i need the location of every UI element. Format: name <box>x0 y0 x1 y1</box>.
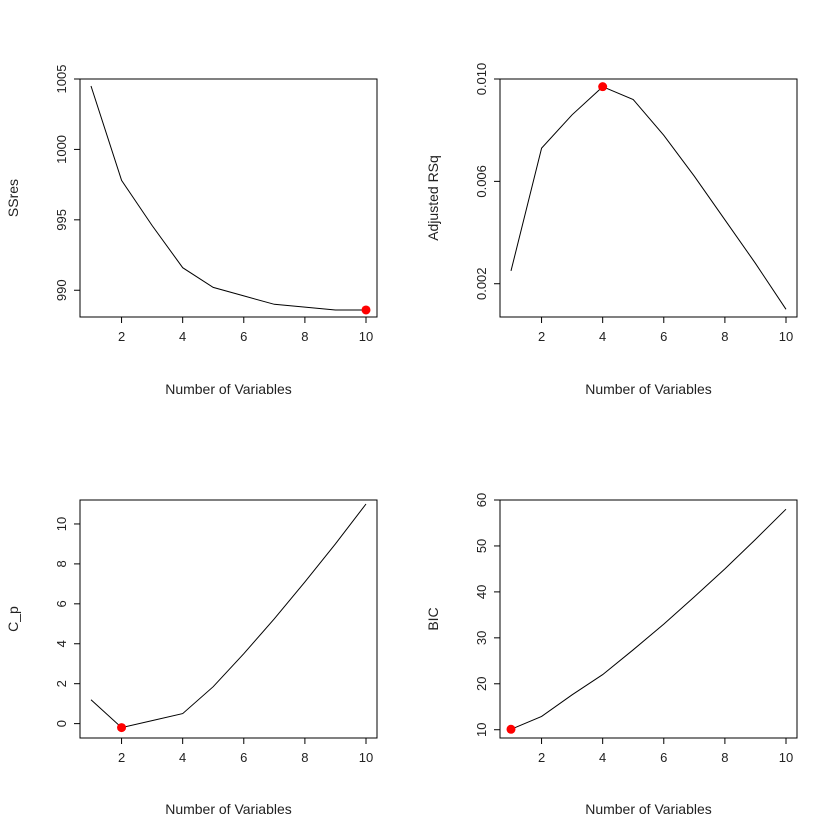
optimum-point <box>598 82 608 92</box>
y-tick-label: 30 <box>474 631 489 645</box>
x-tick-label: 6 <box>240 329 247 344</box>
x-tick-label: 10 <box>359 750 373 765</box>
x-tick-label: 4 <box>179 750 186 765</box>
y-tick-label: 50 <box>474 539 489 553</box>
y-tick-label: 1005 <box>54 65 69 94</box>
y-tick-label: 0.006 <box>474 165 489 198</box>
y-tick-label: 10 <box>474 722 489 736</box>
x-tick-label: 8 <box>301 329 308 344</box>
series-line <box>510 86 787 310</box>
plot-frame <box>499 499 798 739</box>
x-tick-label: 2 <box>118 750 125 765</box>
x-axis-label: Number of Variables <box>585 801 712 817</box>
y-axis-label: Adjusted RSq <box>425 155 441 241</box>
y-tick-label: 2 <box>54 680 69 687</box>
panel-ssres: 2 4 6 8 10 990 995 1000 1005 Number of Variables… <box>5 65 378 397</box>
x-tick-label: 6 <box>660 750 667 765</box>
optimum-point <box>506 724 516 734</box>
optimum-point <box>117 723 127 733</box>
series-adjusted-rsq: 2 4 6 8 10 0.002 0.006 0.010 <box>474 63 793 344</box>
y-axis-label: C_p <box>5 606 21 632</box>
series-ssres: 2 4 6 8 10 990 995 1000 1005 <box>54 65 373 344</box>
y-tick-label: 60 <box>474 493 489 507</box>
series-line <box>90 503 367 729</box>
y-tick-label: 6 <box>54 600 69 607</box>
x-tick-label: 8 <box>721 750 728 765</box>
x-tick-label: 2 <box>118 329 125 344</box>
x-tick-label: 8 <box>721 329 728 344</box>
plot-frame <box>79 78 378 318</box>
plot-frame <box>499 78 798 318</box>
panel-adjusted-rsq: 2 4 6 8 10 0.002 0.006 0.010 Number of Variable… <box>425 63 798 397</box>
series-line <box>90 85 366 311</box>
x-tick-label: 8 <box>301 750 308 765</box>
x-tick-label: 6 <box>660 329 667 344</box>
series-bic: 2 4 6 8 10 10 20 30 40 50 60 <box>474 493 793 765</box>
x-tick-label: 2 <box>538 750 545 765</box>
panel-cp: 2 4 6 8 10 0 2 4 6 8 10 Number of Variables C_p <box>5 499 378 817</box>
y-tick-label: 0.010 <box>474 63 489 96</box>
x-tick-label: 6 <box>240 750 247 765</box>
x-tick-label: 4 <box>599 750 606 765</box>
y-tick-label: 0.002 <box>474 267 489 300</box>
y-tick-label: 0 <box>54 720 69 727</box>
optimum-point <box>361 305 371 315</box>
y-axis-label: BIC <box>425 607 441 630</box>
x-axis-label: Number of Variables <box>165 801 292 817</box>
x-axis-label: Number of Variables <box>165 381 292 397</box>
y-tick-label: 995 <box>54 209 69 231</box>
series-cp: 2 4 6 8 10 0 2 4 6 8 10 <box>54 503 373 765</box>
panel-bic: 2 4 6 8 10 10 20 30 40 50 60 Number of Variables B… <box>425 493 798 817</box>
y-tick-label: 990 <box>54 279 69 301</box>
x-tick-label: 10 <box>779 329 793 344</box>
y-tick-label: 8 <box>54 560 69 567</box>
y-tick-label: 10 <box>54 517 69 531</box>
series-line <box>510 508 787 730</box>
x-axis-label: Number of Variables <box>585 381 712 397</box>
y-tick-label: 40 <box>474 585 489 599</box>
y-tick-label: 4 <box>54 640 69 647</box>
plot-frame <box>79 499 378 739</box>
y-tick-label: 1000 <box>54 135 69 164</box>
x-tick-label: 4 <box>179 329 186 344</box>
y-axis-label: SSres <box>5 179 21 217</box>
x-tick-label: 10 <box>359 329 373 344</box>
y-tick-label: 20 <box>474 677 489 691</box>
x-tick-label: 10 <box>779 750 793 765</box>
x-tick-label: 4 <box>599 329 606 344</box>
x-tick-label: 2 <box>538 329 545 344</box>
